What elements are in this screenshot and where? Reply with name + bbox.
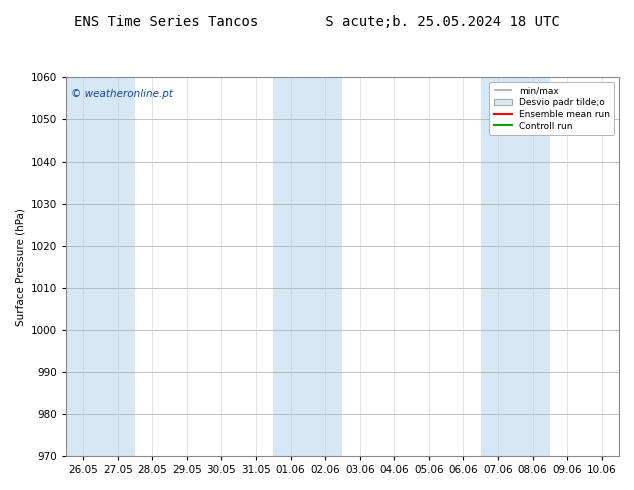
- Bar: [481, 77, 550, 456]
- Bar: [273, 77, 342, 456]
- Y-axis label: Surface Pressure (hPa): Surface Pressure (hPa): [15, 208, 25, 326]
- Text: ENS Time Series Tancos        S acute;b. 25.05.2024 18 UTC: ENS Time Series Tancos S acute;b. 25.05.…: [74, 15, 560, 29]
- Legend: min/max, Desvio padr tilde;o, Ensemble mean run, Controll run: min/max, Desvio padr tilde;o, Ensemble m…: [489, 82, 614, 135]
- Text: © weatheronline.pt: © weatheronline.pt: [72, 89, 173, 99]
- Bar: [66, 77, 135, 456]
